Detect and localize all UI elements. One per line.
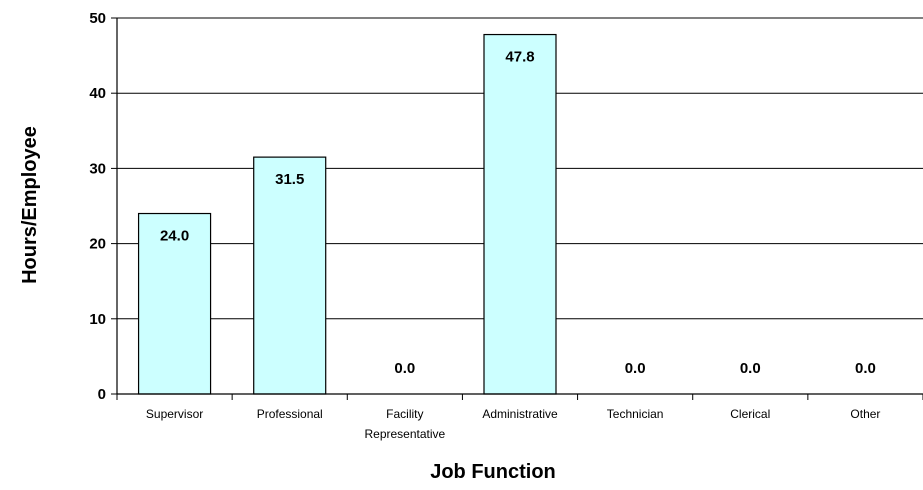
x-tick-label: Facility — [386, 407, 423, 421]
y-tick-label: 0 — [98, 386, 106, 403]
axes — [111, 17, 923, 400]
data-labels: 24.0 31.5 0.0 47.8 0.0 0.0 0.0 — [160, 49, 876, 377]
bar — [483, 33, 557, 395]
y-tick-label: 10 — [89, 311, 106, 328]
x-tick-label: Other — [850, 407, 880, 421]
y-tick-label: 30 — [89, 160, 106, 177]
data-label: 31.5 — [275, 171, 304, 188]
data-label: 0.0 — [625, 360, 646, 377]
data-label: 0.0 — [740, 360, 761, 377]
y-tick-labels: 0 10 20 30 40 50 — [89, 10, 106, 403]
y-tick-label: 40 — [89, 85, 106, 102]
x-tick-label: Administrative — [482, 407, 558, 421]
y-tick-label: 50 — [89, 10, 106, 27]
bars — [137, 33, 557, 395]
y-axis-title: Hours/Employee — [19, 126, 41, 284]
data-label: 24.0 — [160, 228, 189, 245]
data-label: 0.0 — [855, 360, 876, 377]
x-tick-label: Supervisor — [146, 407, 203, 421]
y-tick-label: 20 — [89, 236, 106, 253]
x-tick-labels: Supervisor Professional Facility Representa… — [146, 407, 881, 441]
x-axis-title: Job Function — [430, 461, 556, 483]
x-tick-label: Representative — [364, 427, 445, 441]
x-tick-label: Clerical — [730, 407, 770, 421]
x-tick-label: Professional — [257, 407, 323, 421]
data-label: 0.0 — [394, 360, 415, 377]
bar — [137, 212, 212, 395]
bar — [253, 156, 327, 395]
x-tick-label: Technician — [607, 407, 664, 421]
data-label: 47.8 — [505, 49, 534, 66]
